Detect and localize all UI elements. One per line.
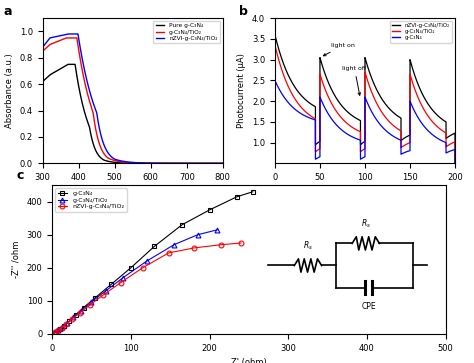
g-C₃N₄ [250, 189, 255, 194]
g-C₃N₄/TiO₂ [53, 330, 58, 334]
g-C₃N₄/TiO₂ [128, 160, 133, 165]
nZVI-g-C₃N₄/TiO₂ [55, 328, 61, 333]
g-C₃N₄/TiO₂ [60, 325, 65, 329]
nZVI-g-C₃N₄/TiO₂ [49, 35, 55, 40]
Pure g-C₃N₄ [40, 79, 46, 84]
Pure g-C₃N₄ [123, 161, 128, 165]
nZVI-g-C₃N₄/TiO₂ [182, 161, 187, 166]
nZVI-g-C₃N₄/TiO₂ [140, 266, 146, 270]
g-C₃N₄ [152, 244, 157, 249]
Line: g-C₃N₄: g-C₃N₄ [50, 189, 255, 337]
Y-axis label: Photocurrent (μA): Photocurrent (μA) [237, 53, 246, 128]
Line: nZVI-g-C₃N₄/TiO₂: nZVI-g-C₃N₄/TiO₂ [50, 241, 244, 337]
nZVI-g-C₃N₄/TiO₂ [49, 332, 55, 336]
g-C₃N₄/TiO₂ [63, 36, 69, 40]
g-C₃N₄ [61, 323, 67, 328]
Legend: nZVI-g-C₃N₄/TiO₂, g-C₃N₄/TiO₂, g-C₃N₄: nZVI-g-C₃N₄/TiO₂, g-C₃N₄/TiO₂, g-C₃N₄ [390, 21, 452, 42]
g-C₃N₄ [128, 266, 134, 270]
nZVI-g-C₃N₄/TiO₂ [238, 241, 244, 245]
nZVI-g-C₃N₄/TiO₂ [100, 293, 106, 297]
g-C₃N₄ [207, 208, 212, 212]
g-C₃N₄/TiO₂ [78, 309, 84, 313]
Text: light off: light off [342, 66, 366, 95]
nZVI-g-C₃N₄/TiO₂ [59, 326, 64, 330]
g-C₃N₄ [81, 305, 86, 310]
g-C₃N₄ [234, 195, 240, 199]
g-C₃N₄/TiO₂ [64, 321, 70, 325]
Legend: Pure g-C₃N₄, g-C₃N₄/TiO₂, nZVI-g-C₃N₄/TiO₂: Pure g-C₃N₄, g-C₃N₄/TiO₂, nZVI-g-C₃N₄/Ti… [153, 21, 220, 43]
Pure g-C₃N₄ [215, 161, 220, 166]
Text: c: c [17, 169, 24, 182]
g-C₃N₄ [108, 282, 114, 286]
Text: b: b [239, 5, 248, 18]
Line: nZVI-g-C₃N₄/TiO₂: nZVI-g-C₃N₄/TiO₂ [43, 34, 223, 163]
g-C₃N₄/TiO₂ [120, 276, 126, 280]
Pure g-C₃N₄ [65, 62, 71, 66]
nZVI-g-C₃N₄/TiO₂ [53, 330, 58, 334]
g-C₃N₄/TiO₂ [71, 315, 76, 319]
g-C₃N₄/TiO₂ [49, 332, 55, 336]
nZVI-g-C₃N₄/TiO₂ [220, 161, 226, 166]
g-C₃N₄/TiO₂ [171, 242, 177, 247]
g-C₃N₄/TiO₂ [215, 161, 220, 166]
g-C₃N₄/TiO₂ [123, 160, 128, 164]
g-C₃N₄/TiO₂ [215, 228, 220, 232]
nZVI-g-C₃N₄/TiO₂ [65, 32, 71, 36]
Pure g-C₃N₄ [220, 161, 226, 166]
g-C₃N₄/TiO₂ [215, 161, 220, 166]
nZVI-g-C₃N₄/TiO₂ [77, 311, 82, 315]
nZVI-g-C₃N₄/TiO₂ [215, 161, 220, 166]
g-C₃N₄ [67, 319, 73, 323]
g-C₃N₄ [179, 223, 185, 227]
g-C₃N₄/TiO₂ [182, 161, 187, 166]
g-C₃N₄/TiO₂ [144, 259, 149, 264]
nZVI-g-C₃N₄/TiO₂ [166, 251, 172, 255]
Pure g-C₃N₄ [215, 161, 220, 166]
g-C₃N₄/TiO₂ [49, 41, 55, 46]
g-C₃N₄/TiO₂ [103, 289, 109, 293]
X-axis label: Wavelength (nm): Wavelength (nm) [96, 188, 169, 197]
g-C₃N₄ [53, 330, 59, 334]
Line: Pure g-C₃N₄: Pure g-C₃N₄ [43, 64, 223, 163]
nZVI-g-C₃N₄/TiO₂ [118, 281, 123, 285]
g-C₃N₄ [73, 313, 79, 317]
Legend: g-C₃N₄, g-C₃N₄/TiO₂, nZVI-g-C₃N₄/TiO₂: g-C₃N₄, g-C₃N₄/TiO₂, nZVI-g-C₃N₄/TiO₂ [55, 188, 127, 212]
Y-axis label: Absorbance (a.u.): Absorbance (a.u.) [5, 53, 14, 128]
Pure g-C₃N₄ [182, 161, 187, 166]
Line: g-C₃N₄/TiO₂: g-C₃N₄/TiO₂ [50, 227, 220, 337]
g-C₃N₄/TiO₂ [55, 327, 61, 332]
nZVI-g-C₃N₄/TiO₂ [128, 160, 133, 164]
nZVI-g-C₃N₄/TiO₂ [40, 45, 46, 49]
X-axis label: Z' (ohm): Z' (ohm) [231, 358, 267, 363]
Line: g-C₃N₄/TiO₂: g-C₃N₄/TiO₂ [43, 38, 223, 163]
nZVI-g-C₃N₄/TiO₂ [191, 246, 197, 250]
g-C₃N₄ [57, 327, 63, 331]
nZVI-g-C₃N₄/TiO₂ [215, 161, 220, 166]
g-C₃N₄/TiO₂ [195, 233, 201, 237]
nZVI-g-C₃N₄/TiO₂ [87, 303, 93, 307]
nZVI-g-C₃N₄/TiO₂ [69, 317, 75, 321]
g-C₃N₄/TiO₂ [40, 49, 46, 53]
Pure g-C₃N₄ [128, 161, 133, 166]
nZVI-g-C₃N₄/TiO₂ [219, 242, 224, 247]
nZVI-g-C₃N₄/TiO₂ [64, 322, 69, 326]
g-C₃N₄/TiO₂ [220, 161, 226, 166]
nZVI-g-C₃N₄/TiO₂ [123, 159, 128, 164]
Text: a: a [3, 5, 11, 18]
Y-axis label: -Z'' /ohm: -Z'' /ohm [12, 241, 21, 278]
X-axis label: Time (s): Time (s) [348, 188, 382, 197]
g-C₃N₄/TiO₂ [89, 300, 94, 304]
Pure g-C₃N₄ [49, 72, 55, 76]
Text: light on: light on [323, 43, 355, 56]
g-C₃N₄ [49, 332, 55, 336]
g-C₃N₄ [92, 295, 98, 300]
